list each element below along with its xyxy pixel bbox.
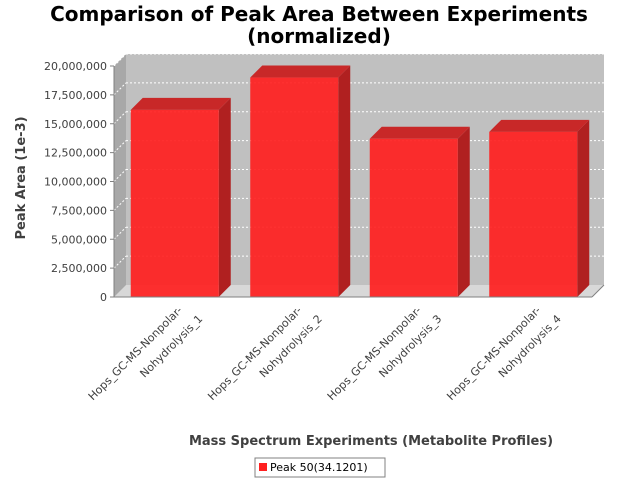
plot-back-wall [114,54,604,297]
legend-swatch [259,463,267,471]
y-tick-label: 12,500,000 [44,147,107,160]
y-tick-label: 10,000,000 [44,176,107,189]
legend-entry-label: Peak 50(34.1201) [270,461,368,474]
bar-side [338,65,351,297]
gridline-diagonal [113,140,127,153]
y-tick-label: 20,000,000 [44,60,107,73]
chart-title-line-2: (normalized) [247,24,391,48]
legend: Peak 50(34.1201) [254,457,386,478]
gridline-diagonal [113,198,127,211]
bar [489,131,578,297]
gridline-diagonal [113,53,127,67]
y-tick-label: 7,500,000 [51,204,107,217]
bar-top [369,126,470,139]
gridline-diagonal [113,226,127,240]
gridline-diagonal [113,169,127,182]
bar-top [130,97,231,110]
plot-floor [114,285,604,297]
legend-box [254,457,386,478]
gridline-diagonal [113,82,127,96]
floor-edge [591,284,605,298]
gridline-diagonal [113,111,127,125]
y-tick-label: 5,000,000 [51,233,107,246]
bar [250,77,339,297]
y-tick-label: 0 [100,291,107,304]
gridline-diagonal [113,255,127,269]
y-tick-label: 2,500,000 [51,262,107,275]
y-tick-label: 17,500,000 [44,89,107,102]
bar-side [457,126,470,297]
bar-top [250,65,351,78]
bar-side [218,97,231,297]
plot-area: 0 2,500,000 5,000,000 7,500,000 10,000,000 12… [44,53,605,403]
x-axis-label: Mass Spectrum Experiments (Metabolite Pr… [189,434,553,449]
bar-side [577,119,590,298]
bar [130,109,219,297]
y-tick-label: 15,000,000 [44,118,107,131]
chart-title-line-1: Comparison of Peak Area Between Experime… [50,2,588,26]
bar-top [489,119,590,132]
bar [369,138,458,297]
y-axis-label: Peak Area (1e-3) [14,116,29,239]
